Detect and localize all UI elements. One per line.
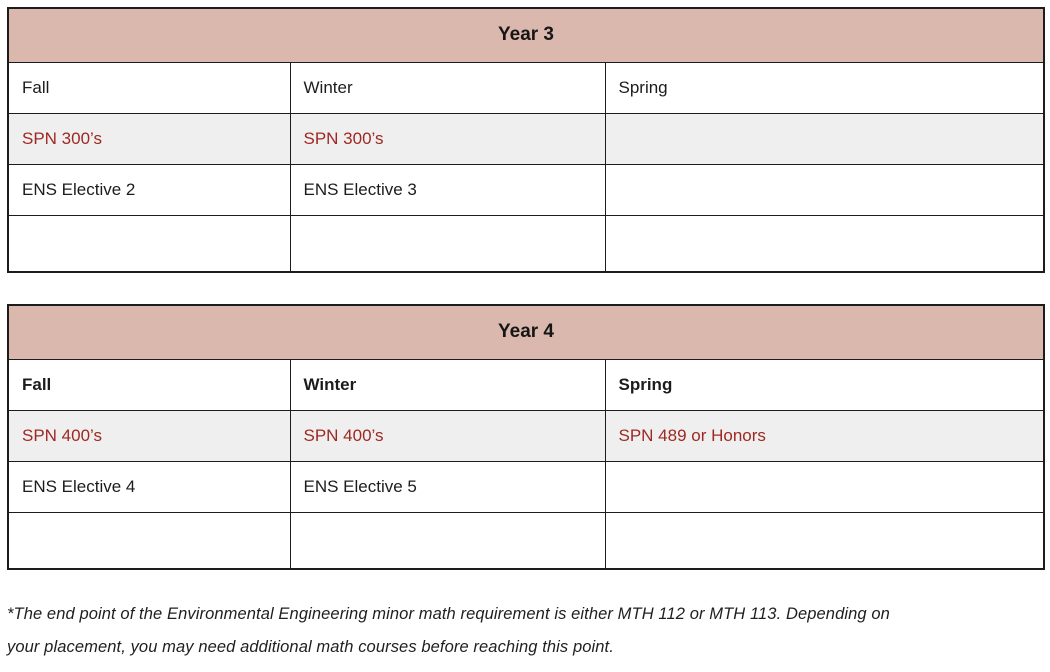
year-3-season-header-winter: Winter	[289, 61, 606, 114]
course-cell: SPN 400’s	[7, 409, 291, 462]
course-cell: ENS Elective 5	[289, 460, 606, 513]
course-cell: SPN 400’s	[289, 409, 606, 462]
course-cell: SPN 300’s	[289, 112, 606, 165]
course-cell: SPN 489 or Honors	[604, 409, 1045, 462]
course-cell: ENS Elective 2	[7, 163, 291, 216]
table-row: ENS Elective 4 ENS Elective 5	[7, 460, 1045, 513]
footnote-text: *The end point of the Environmental Engi…	[7, 598, 1043, 664]
year-4-season-header-row: Fall Winter Spring	[7, 358, 1045, 411]
course-cell	[7, 511, 291, 570]
year-4-title: Year 4	[7, 304, 1045, 360]
course-cell: ENS Elective 4	[7, 460, 291, 513]
course-cell	[604, 511, 1045, 570]
year-3-season-header-fall: Fall	[7, 61, 291, 114]
course-cell	[7, 214, 291, 273]
course-cell: SPN 300’s	[7, 112, 291, 165]
footnote-line-1: *The end point of the Environmental Engi…	[7, 605, 890, 623]
course-cell	[604, 112, 1045, 165]
year-4-season-header-spring: Spring	[604, 358, 1045, 411]
year-4-season-header-winter: Winter	[289, 358, 606, 411]
course-cell: ENS Elective 3	[289, 163, 606, 216]
year-3-season-header-row: Fall Winter Spring	[7, 61, 1045, 114]
year-3-season-header-spring: Spring	[604, 61, 1045, 114]
year-3-title: Year 3	[7, 7, 1045, 63]
year-4-title-row: Year 4	[7, 304, 1045, 360]
table-row: ENS Elective 2 ENS Elective 3	[7, 163, 1045, 216]
course-cell	[604, 214, 1045, 273]
course-cell	[604, 163, 1045, 216]
footnote-line-2: your placement, you may need additional …	[7, 638, 614, 656]
year-4-season-header-fall: Fall	[7, 358, 291, 411]
year-3-title-row: Year 3	[7, 7, 1045, 63]
course-cell	[604, 460, 1045, 513]
course-cell	[289, 511, 606, 570]
year-4-table: Year 4 Fall Winter Spring SPN 400’s SPN …	[7, 304, 1045, 570]
table-row: SPN 400’s SPN 400’s SPN 489 or Honors	[7, 409, 1045, 462]
course-cell	[289, 214, 606, 273]
table-row	[7, 511, 1045, 570]
table-row	[7, 214, 1045, 273]
year-3-table: Year 3 Fall Winter Spring SPN 300’s SPN …	[7, 7, 1045, 273]
table-row: SPN 300’s SPN 300’s	[7, 112, 1045, 165]
